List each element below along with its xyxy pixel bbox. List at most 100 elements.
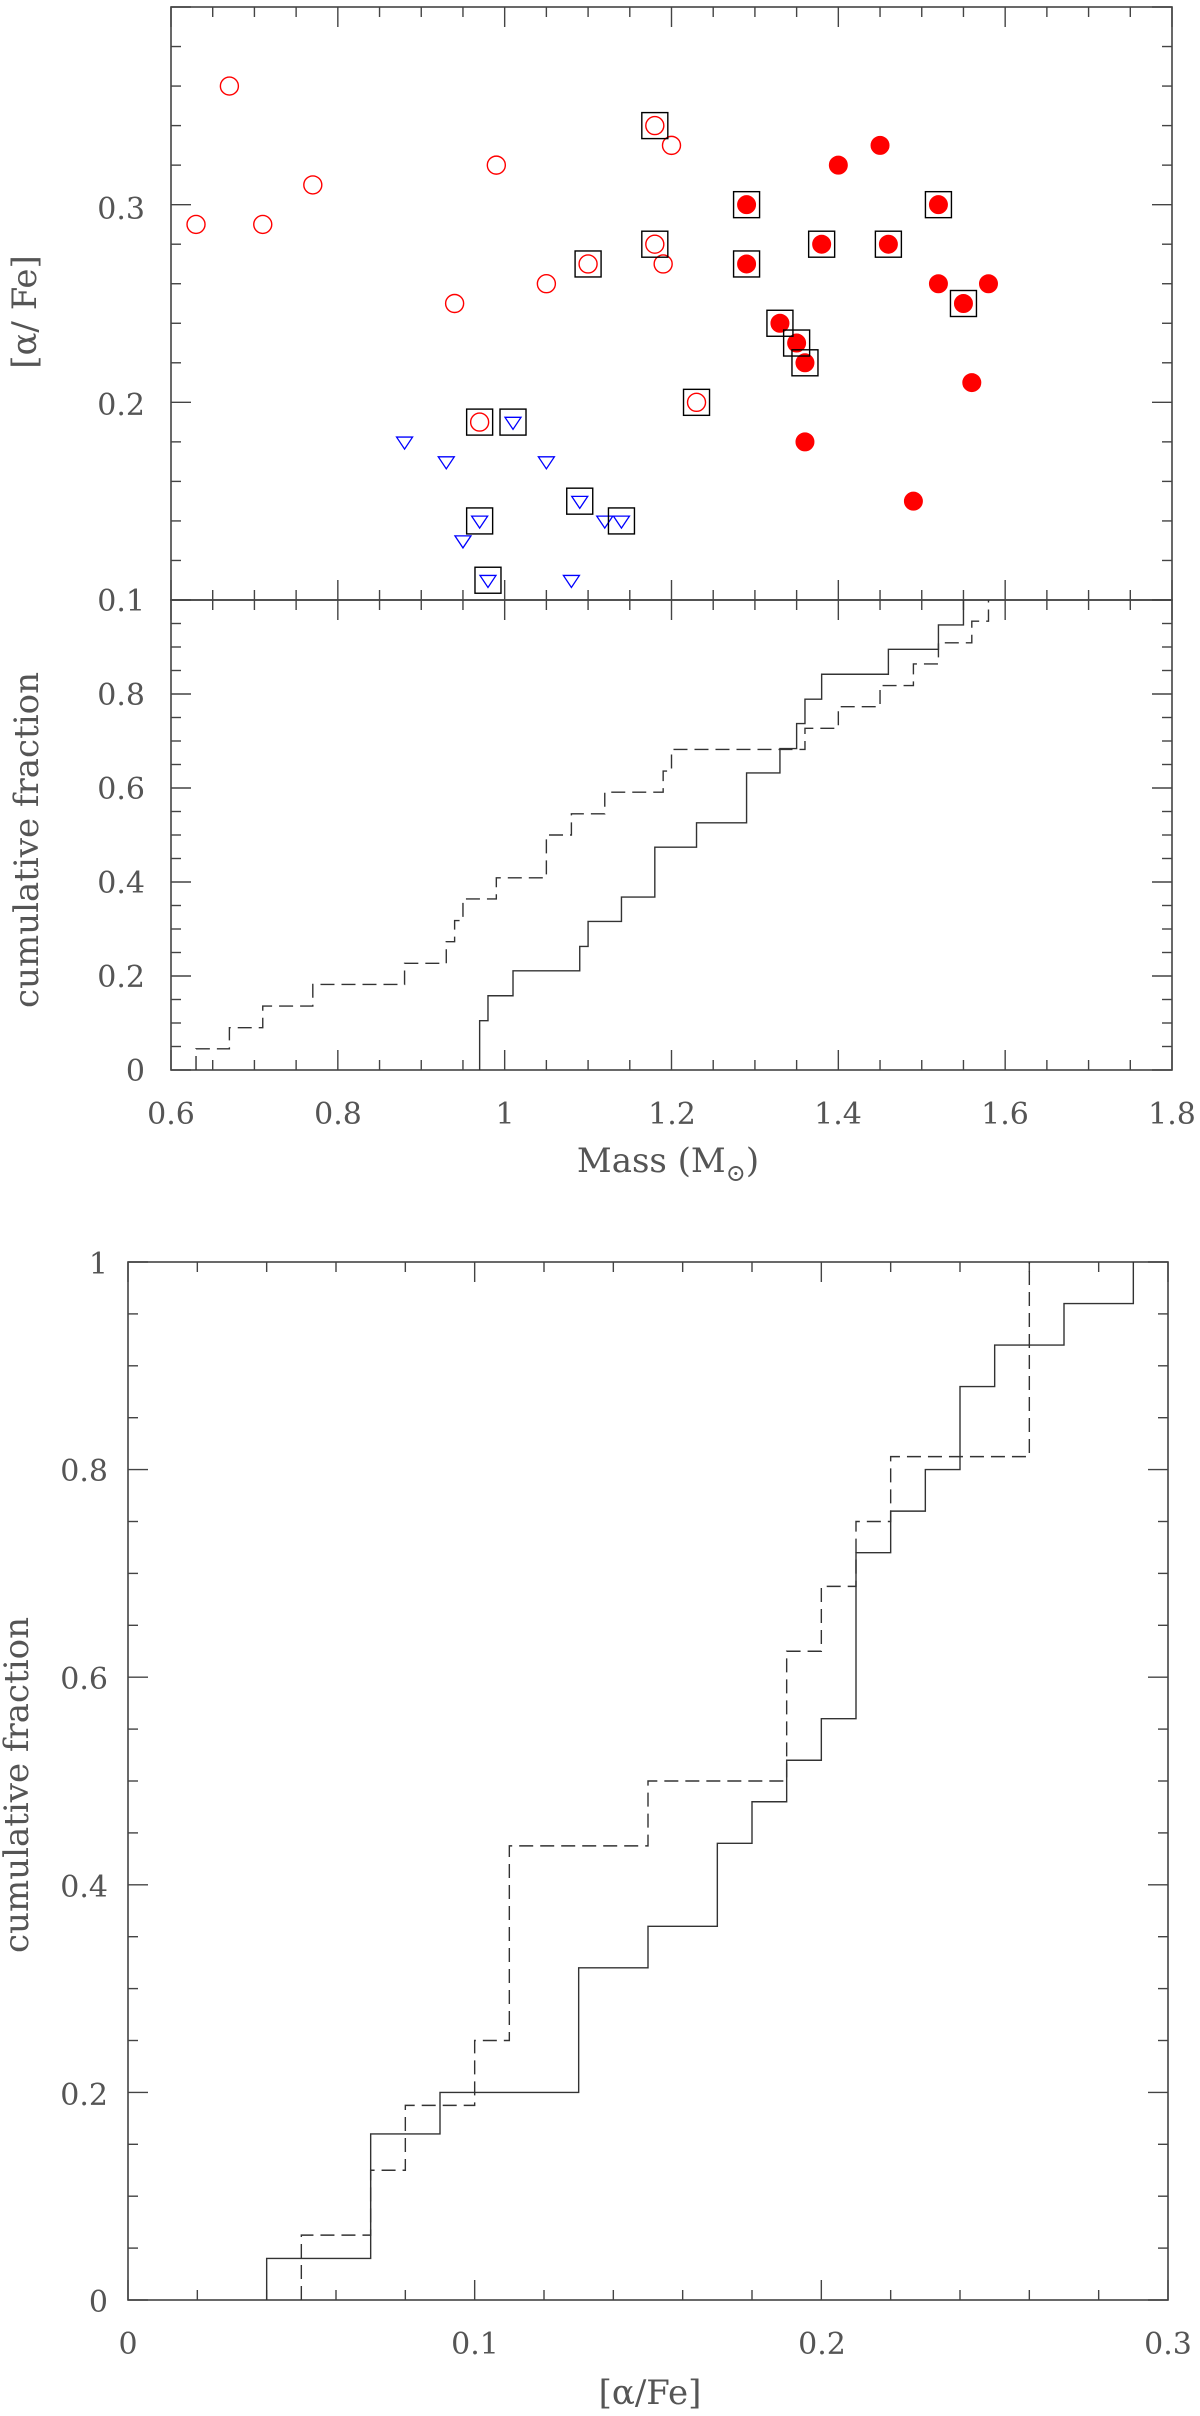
square-marker [474,566,502,594]
square-marker [791,349,819,377]
square-marker [924,190,953,219]
p2-x-tick-label: 0.8 [314,1097,362,1132]
open-circle-point [219,76,240,96]
p1-y-tick-label: 0.1 [97,584,145,619]
p2-y-tick-label: 0.4 [97,866,145,901]
p2-y-tick-label: 1 [126,584,145,619]
square-marker [465,408,494,436]
p3-y-tick-label: 0.6 [60,1662,108,1697]
p2-y-tick-label: 0.6 [97,772,145,807]
filled-circle-point [737,254,757,274]
square-marker [732,190,761,219]
square-marker [949,289,978,318]
p2-x-tick-label: 0.6 [147,1097,195,1132]
p2-y-tick-label: 0.8 [97,678,145,713]
open-circle-point [444,293,465,314]
p2-frame [170,599,1173,1071]
triangle-point [612,515,631,530]
open-circle-point [469,412,490,432]
filled-circle-point [812,234,832,254]
open-circle-point [253,214,273,235]
square-marker [574,250,602,278]
p2-x-tick-label: 1 [495,1097,514,1132]
p3-y-tick-label: 1 [89,1247,108,1282]
triangle-point [470,515,489,530]
filled-circle-point [870,135,890,155]
p2-x-axis-label-text: Mass (M [577,1141,726,1181]
open-circle-point [536,274,557,294]
filled-circle-point [953,294,973,313]
filled-circle-point [795,353,815,373]
open-circle-point [686,392,707,413]
square-marker [766,309,794,337]
square-marker [732,250,761,278]
triangle-point [537,456,556,471]
open-circle-point [645,234,665,254]
p2-x-tick-label: 1.8 [1148,1097,1196,1132]
p3-y-tick-label: 0.4 [60,1870,108,1905]
p3-x-tick-label: 0.3 [1144,2327,1192,2362]
filled-circle-point [787,333,807,353]
square-marker [607,507,636,535]
triangle-point [562,574,581,589]
p1-y-tick-label: 0.3 [97,192,145,227]
triangle-point [478,574,498,589]
open-circle-point [661,135,682,156]
triangle-point [453,535,473,550]
filled-circle-point [828,155,848,175]
square-marker [499,408,527,436]
open-circle-point [645,115,665,136]
square-marker [641,230,669,258]
filled-circle-point [795,432,815,452]
triangle-point [437,456,456,471]
p1-frame [170,6,1173,601]
filled-circle-point [737,195,757,215]
filled-circle-point [770,313,790,333]
p3-y-tick-label: 0 [89,2285,108,2320]
p2-x-axis-label: Mass (M⊙) [577,1141,759,1187]
sun-symbol: ⊙ [726,1159,746,1187]
p3-x-tick-label: 0.2 [798,2327,846,2362]
p2-y-tick-label: 0.2 [97,960,145,995]
triangle-point [395,436,414,451]
open-circle-point [653,254,673,274]
square-marker [874,230,903,258]
p2-x-axis-label-close: ) [746,1141,759,1181]
filled-circle-point [978,274,998,294]
p2-dashed-step-line [195,600,990,1070]
p3-x-tick-label: 0.1 [451,2327,499,2362]
chart-marks [127,6,1173,2301]
square-marker [782,329,811,357]
square-marker [641,111,669,140]
square-marker [465,507,494,535]
p2-x-tick-label: 1.2 [648,1097,696,1132]
square-marker [807,230,836,258]
triangle-point [503,416,523,431]
filled-circle-point [928,195,948,215]
p3-y-axis-label: cumulative fraction [0,1617,37,1953]
triangle-point [595,515,614,530]
p3-x-tick-label: 0 [118,2327,137,2362]
open-circle-point [578,254,598,274]
p2-y-tick-label: 0 [126,1054,145,1089]
p2-solid-step-line [478,600,965,1070]
filled-circle-point [962,373,982,393]
filled-circle-point [903,491,923,511]
open-circle-point [486,155,507,175]
square-marker [566,487,594,515]
p3-y-tick-label: 0.8 [60,1454,108,1489]
p3-y-tick-label: 0.2 [60,2078,108,2113]
filled-circle-point [928,274,948,294]
p1-y-axis-label: [α/ Fe] [5,255,45,369]
p3-dashed-step-line [300,1262,1031,2300]
p2-y-axis-label: cumulative fraction [7,672,47,1008]
open-circle-point [186,214,206,235]
triangle-point [570,495,589,510]
p1-y-tick-label: 0.2 [97,388,145,423]
p2-x-tick-label: 1.4 [814,1097,862,1132]
p3-solid-step-line [265,1262,1135,2300]
filled-circle-point [878,234,898,254]
p2-x-tick-label: 1.6 [981,1097,1029,1132]
p3-x-axis-label: [α/Fe] [599,2373,702,2413]
